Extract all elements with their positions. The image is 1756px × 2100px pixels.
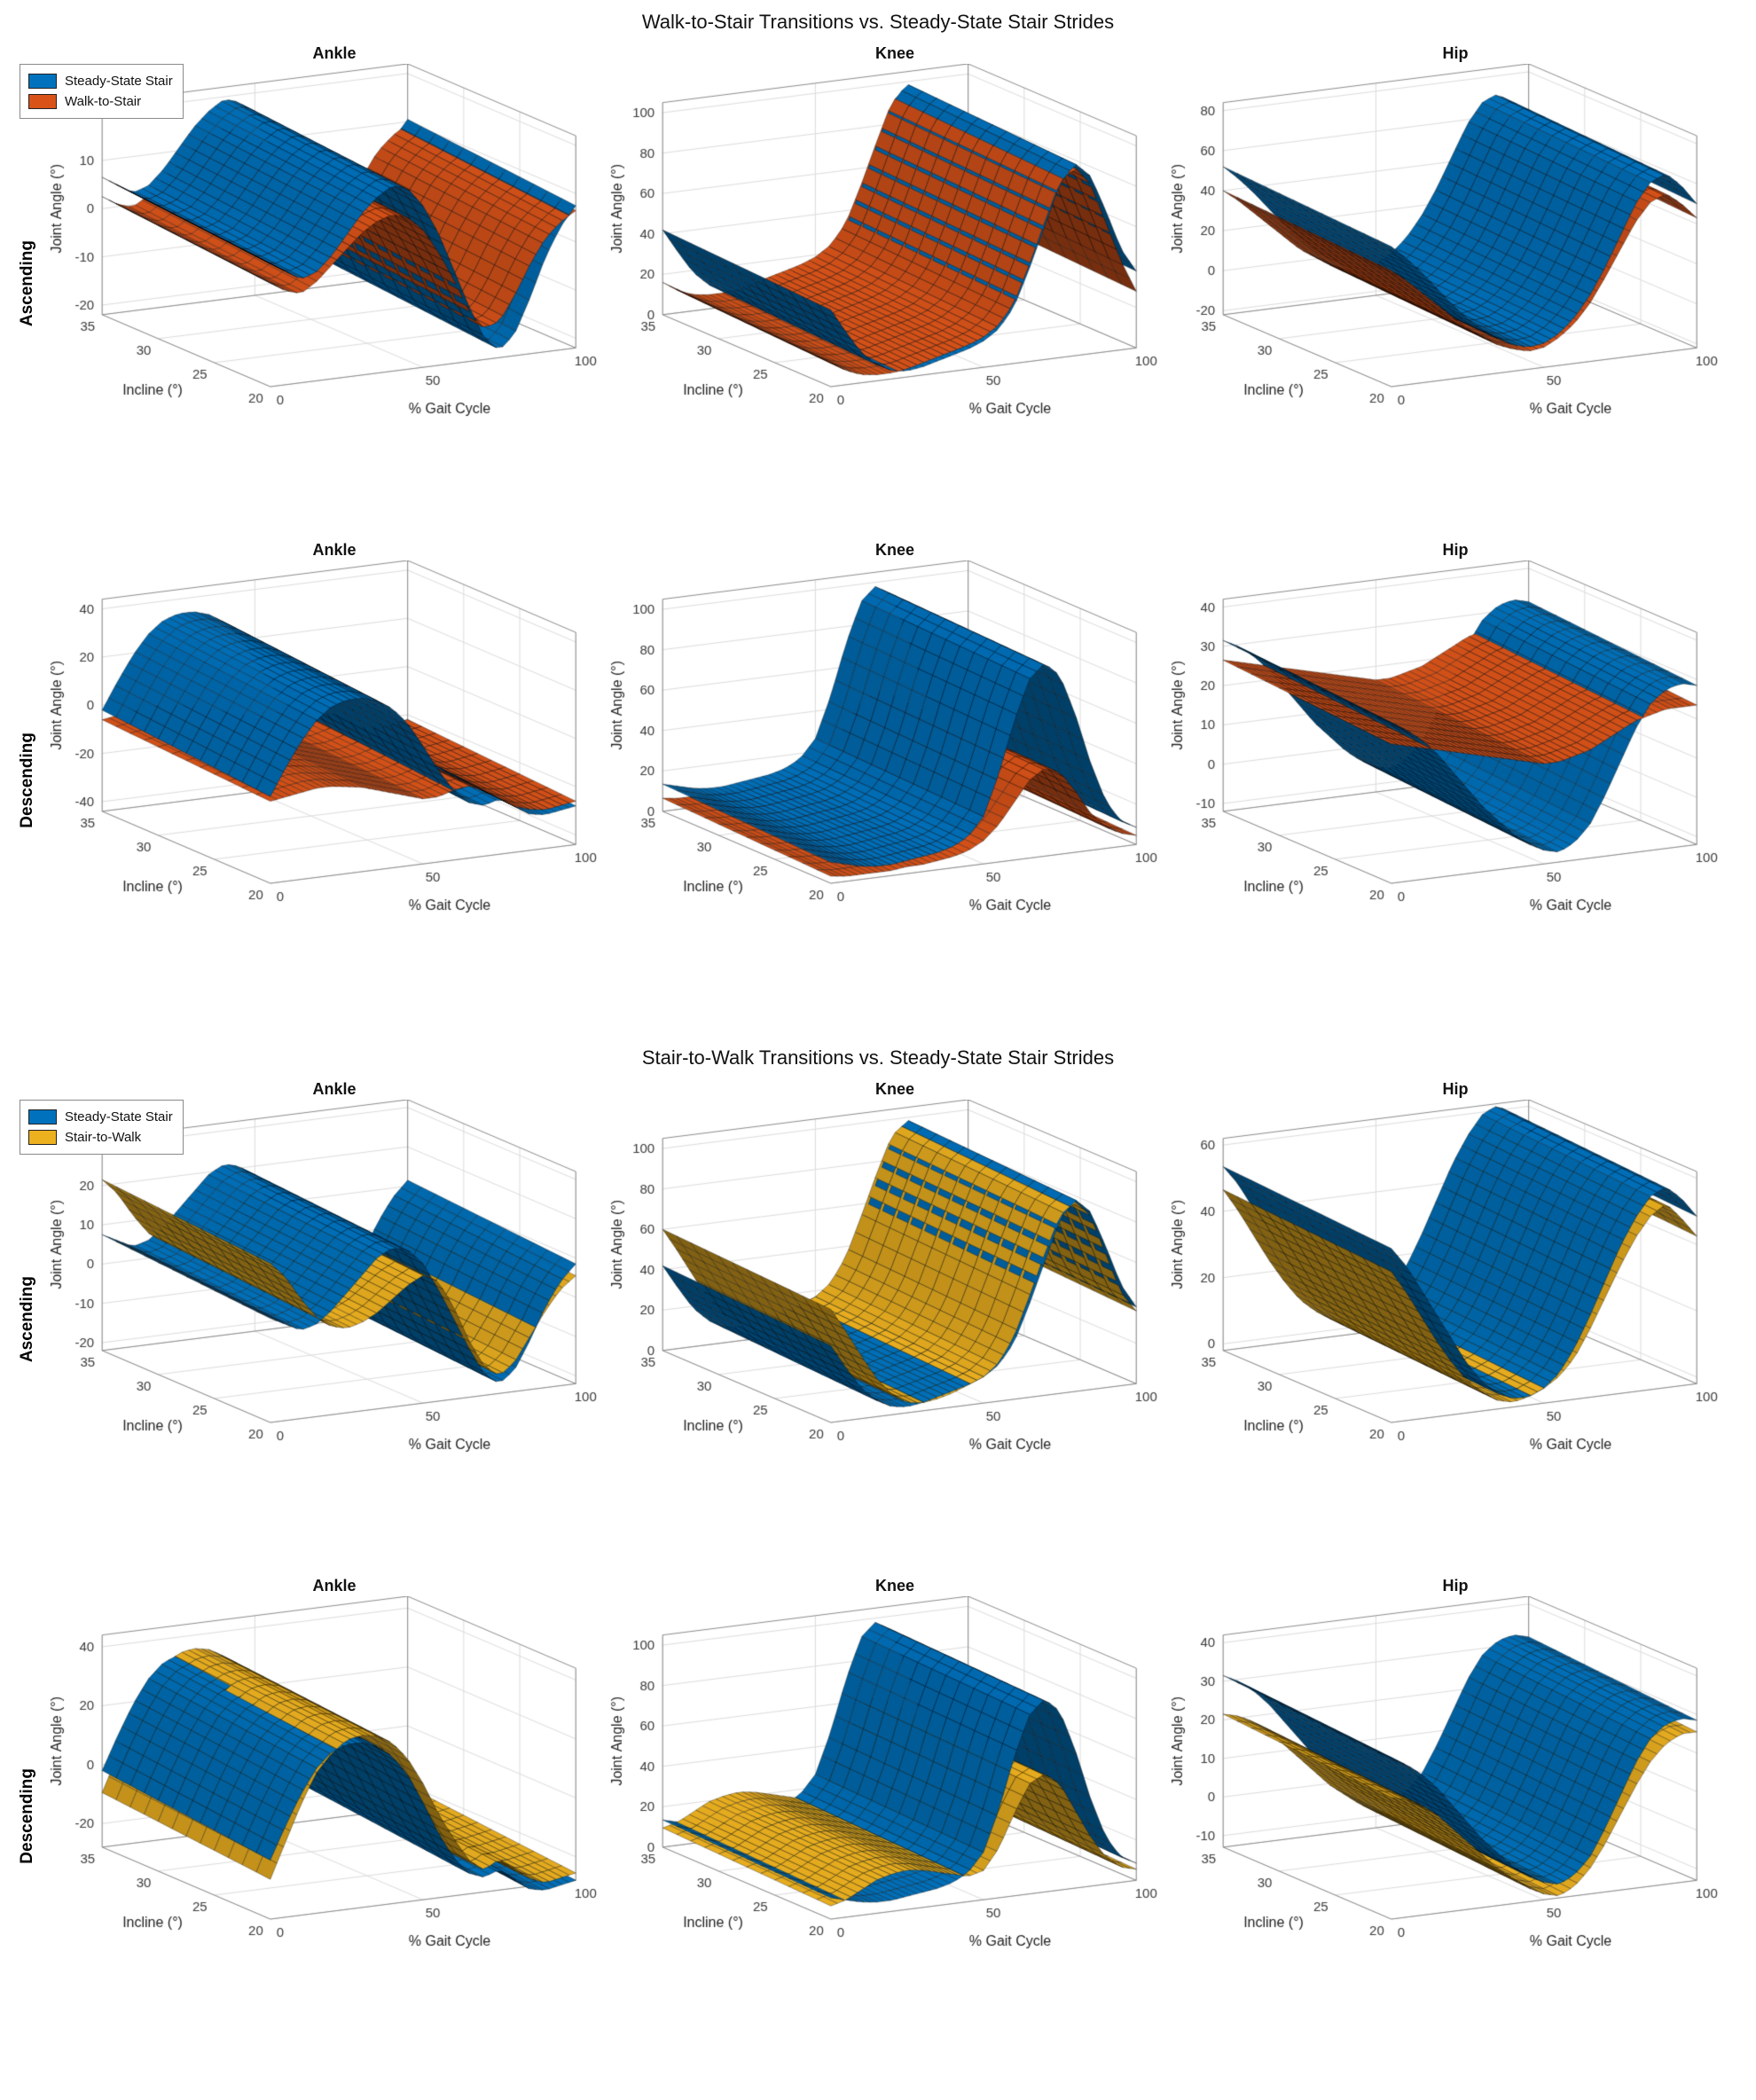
surface-plot-knee-ascending-w2s	[607, 64, 1167, 525]
legend-label-stair-to-walk: Stair-to-Walk	[65, 1130, 142, 1145]
panel-knee-ascending-s2w: Knee	[607, 1078, 1167, 1561]
surface-plot-ankle-descending-s2w	[46, 1596, 607, 2057]
surface-plot-hip-descending-w2s	[1167, 560, 1728, 1022]
surface-plot-hip-ascending-s2w	[1167, 1100, 1728, 1561]
panel-title-ankle: Ankle	[312, 44, 357, 62]
legend-swatch-steady-state	[28, 1109, 57, 1124]
panel-ankle-ascending-w2s: Ankle	[46, 43, 607, 525]
surface-plot-hip-ascending-w2s	[1167, 64, 1728, 525]
row-descending-walk-to-stair: Descending Ankle Knee Hip	[9, 539, 1747, 1022]
surface-plot-knee-descending-w2s	[607, 560, 1167, 1022]
panel-title-ankle: Ankle	[312, 1080, 357, 1098]
legend-item-stair-to-walk: Stair-to-Walk	[28, 1127, 173, 1148]
panel-knee-descending-s2w: Knee	[607, 1575, 1167, 2057]
surface-plot-ankle-ascending-s2w	[46, 1100, 607, 1561]
panel-title-knee: Knee	[874, 1080, 914, 1098]
legend-swatch-steady-state	[28, 74, 57, 89]
legend-item-steady-state: Steady-State Stair	[28, 71, 173, 91]
section-walk-to-stair: Walk-to-Stair Transitions vs. Steady-Sta…	[9, 11, 1747, 1022]
legend: Steady-State Stair Stair-to-Walk	[20, 1100, 184, 1155]
row-label-descending: Descending	[18, 733, 36, 828]
legend: Steady-State Stair Walk-to-Stair	[20, 64, 184, 119]
panel-ankle-ascending-s2w: Ankle	[46, 1078, 607, 1561]
legend-item-walk-to-stair: Walk-to-Stair	[28, 91, 173, 112]
panel-ankle-descending-s2w: Ankle	[46, 1575, 607, 2057]
panel-title-hip: Hip	[1442, 1080, 1469, 1098]
panel-hip-ascending-w2s: Hip	[1167, 43, 1728, 525]
section-title: Walk-to-Stair Transitions vs. Steady-Sta…	[641, 11, 1115, 33]
legend-swatch-stair-to-walk	[28, 1130, 57, 1145]
panel-title-ankle: Ankle	[312, 1577, 357, 1595]
panel-title-knee: Knee	[874, 541, 914, 559]
surface-plot-knee-descending-s2w	[607, 1596, 1167, 2057]
legend-label-steady-state: Steady-State Stair	[65, 74, 173, 89]
surface-plot-ankle-descending-w2s	[46, 560, 607, 1022]
panel-title-hip: Hip	[1442, 541, 1469, 559]
legend-item-steady-state: Steady-State Stair	[28, 1107, 173, 1127]
section-title: Stair-to-Walk Transitions vs. Steady-Sta…	[641, 1046, 1115, 1069]
panel-title-ankle: Ankle	[312, 541, 357, 559]
legend-label-walk-to-stair: Walk-to-Stair	[65, 94, 142, 109]
legend-label-steady-state: Steady-State Stair	[65, 1109, 173, 1124]
legend-swatch-walk-to-stair	[28, 94, 57, 109]
panel-title-knee: Knee	[874, 44, 914, 62]
panel-knee-descending-w2s: Knee	[607, 539, 1167, 1022]
panel-title-hip: Hip	[1442, 1577, 1469, 1595]
panel-knee-ascending-w2s: Knee	[607, 43, 1167, 525]
row-descending-stair-to-walk: Descending Ankle Knee Hip	[9, 1575, 1747, 2057]
section-stair-to-walk: Stair-to-Walk Transitions vs. Steady-Sta…	[9, 1046, 1747, 2057]
panel-hip-descending-s2w: Hip	[1167, 1575, 1728, 2057]
panel-hip-ascending-s2w: Hip	[1167, 1078, 1728, 1561]
surface-plot-ankle-ascending-w2s	[46, 64, 607, 525]
surface-plot-hip-descending-s2w	[1167, 1596, 1728, 2057]
row-label-descending: Descending	[18, 1768, 36, 1864]
panel-title-knee: Knee	[874, 1577, 914, 1595]
panel-hip-descending-w2s: Hip	[1167, 539, 1728, 1022]
row-ascending-walk-to-stair: Ascending Ankle Knee Hip	[9, 43, 1747, 525]
row-ascending-stair-to-walk: Ascending Ankle Knee Hip	[9, 1078, 1747, 1561]
panel-ankle-descending-w2s: Ankle	[46, 539, 607, 1022]
surface-plot-knee-ascending-s2w	[607, 1100, 1167, 1561]
panel-title-hip: Hip	[1442, 44, 1469, 62]
